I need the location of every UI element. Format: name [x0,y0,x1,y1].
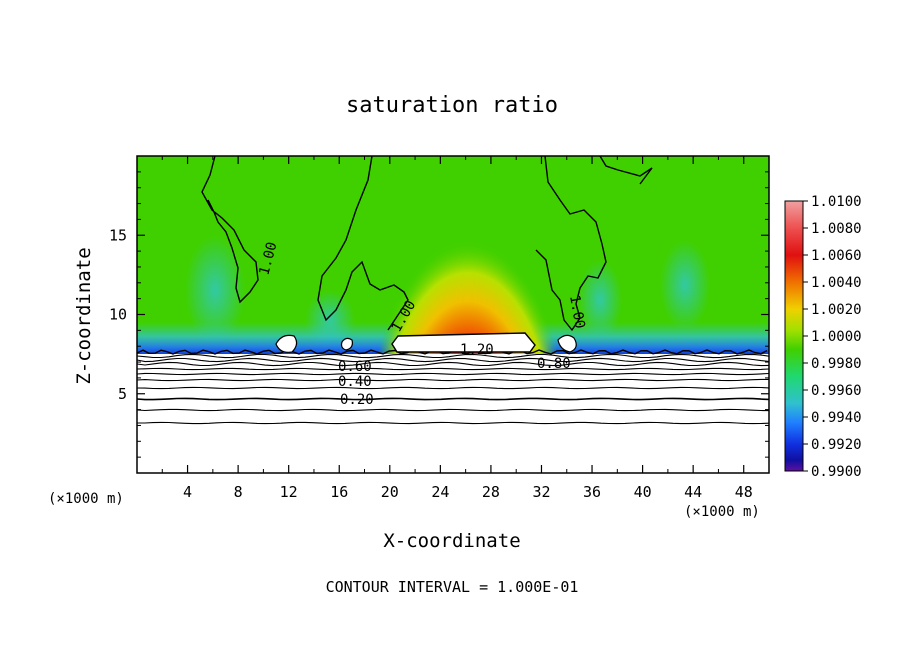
colorbar-label: 1.0040 [811,275,862,291]
x-tick-label: 12 [280,483,298,501]
x-tick-label: 44 [684,483,702,501]
colorbar-label: 1.0020 [811,302,862,318]
contour-line-lower [137,361,769,367]
contour-blob-small [340,337,353,351]
x-tick-label: 16 [330,483,348,501]
contour-line-lower [137,367,769,371]
contour-line-lower [137,397,769,401]
contour-label: 0.80 [537,356,571,372]
y-tick-label: 5 [118,385,127,403]
x-tick-label: 8 [234,483,243,501]
colorbar-label: 0.9920 [811,437,862,453]
x-tick-label: 48 [735,483,753,501]
contour-line-lower [137,378,769,382]
heatmap-lower-region [137,354,769,473]
contour-blob-right [557,334,577,353]
contour-line-lower [137,386,769,390]
heatmap-cyan-patch [660,240,710,330]
heatmap-cyan-patch [185,235,245,345]
contour-line-upper [201,156,259,304]
x-tick-label: 28 [482,483,500,501]
y-tick-label: 10 [109,306,127,324]
x-tick-label: 4 [183,483,192,501]
contour-label: 0.20 [340,392,374,408]
contour-label: 1.00 [566,294,588,330]
contour-interval-note: CONTOUR INTERVAL = 1.000E-01 [326,578,579,596]
contour-line-lower [137,353,769,359]
colorbar: 1.0100 1.0080 1.0060 1.0040 1.0020 1.0000 0.99… [784,194,862,480]
y-axis: 5 10 15 [109,171,769,458]
contour-line-upper [535,156,607,332]
colorbar-label: 0.9980 [811,356,862,372]
colorbar-labels: 1.0100 1.0080 1.0060 1.0040 1.0020 1.0000 0.99… [803,194,862,480]
colorbar-ramp [784,200,804,472]
x-tick-label: 20 [381,483,399,501]
y-tick-label: 15 [109,226,127,244]
x-axis-label: X-coordinate [383,530,520,552]
contour-blob-cloud [391,332,536,353]
x-tick-label: 32 [532,483,550,501]
contour-line-lower [137,408,769,412]
x-unit-right: (×1000 m) [684,504,760,520]
colorbar-label: 1.0000 [811,329,862,345]
colorbar-label: 0.9900 [811,464,862,480]
colorbar-label: 1.0060 [811,248,862,264]
colorbar-label: 0.9960 [811,383,862,399]
x-tick-label: 40 [634,483,652,501]
contour-line-lower [137,421,769,425]
contour-label: 0.40 [338,374,372,390]
x-tick-label: 24 [431,483,449,501]
x-axis: 4 8 12 16 20 24 28 32 36 40 44 48 [161,156,753,501]
contour-line-lower [137,372,769,376]
colorbar-label: 1.0100 [811,194,862,210]
contour-line-lower [137,357,769,363]
plot-area [137,156,769,473]
contour-label: 0.60 [338,359,372,375]
heatmap-cyan-patch [578,260,622,340]
x-tick-label: 36 [583,483,601,501]
chart-title: saturation ratio [346,93,558,118]
colorbar-label: 0.9940 [811,410,862,426]
x-unit-left: (×1000 m) [48,491,124,507]
contour-line-upper [599,156,653,185]
contour-blob-left [275,334,298,353]
contour-label: 1.20 [460,342,494,358]
colorbar-label: 1.0080 [811,221,862,237]
contour-line-upper [317,156,409,331]
y-axis-label: Z-coordinate [73,247,95,384]
